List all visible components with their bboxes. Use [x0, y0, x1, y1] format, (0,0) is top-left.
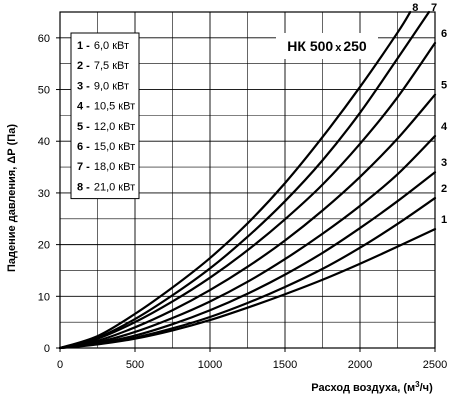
y-tick-label: 20: [38, 240, 50, 252]
chart-title: НК 500 x 250: [287, 38, 367, 54]
x-tick-label: 1000: [198, 359, 222, 371]
chart-title-part-2: x: [335, 42, 342, 54]
legend: 1 - 6,0 кВт 2 - 7,5 кВт 3 - 9,0 кВт 4 - 10,5 кВ…: [70, 32, 140, 200]
legend-entry-number: 6 -: [77, 141, 90, 153]
legend-entry-number: 3 -: [77, 80, 90, 92]
legend-entry-number: 7 -: [77, 161, 90, 173]
legend-entry-power: 7,5 кВт: [94, 60, 129, 72]
tick-labels: 0 500 1000 1500 2000 2500 0 10 20 30 40 50 60: [38, 33, 447, 371]
y-tick-label: 50: [38, 85, 50, 97]
legend-entry-3: 3 - 9,0 кВт: [77, 80, 129, 92]
x-tick-label: 2500: [423, 359, 447, 371]
curve-label-5: 5: [441, 80, 447, 92]
legend-entry-power: 15,0 кВт: [94, 141, 135, 153]
legend-entry-5: 5 - 12,0 кВт: [77, 121, 135, 133]
curve-3: [58, 171, 437, 350]
axes: [59, 11, 436, 349]
legend-entry-power: 10,5 кВт: [94, 101, 135, 113]
curve-label-8: 8: [412, 2, 418, 14]
legend-entry-power: 6,0 кВт: [94, 40, 129, 52]
chart-title-part-1: НК 500: [287, 38, 333, 54]
x-axis-label: Расход воздуха, (м3/ч): [311, 380, 433, 394]
legend-entry-number: 8 -: [77, 181, 90, 193]
curve-4: [58, 134, 437, 350]
legend-entry-number: 1 -: [77, 40, 90, 52]
legend-entry-1: 1 - 6,0 кВт: [77, 40, 129, 52]
x-tick-label: 2000: [348, 359, 372, 371]
legend-entry-number: 4 -: [77, 101, 90, 113]
legend-entry-2: 2 - 7,5 кВт: [77, 60, 129, 72]
legend-entry-4: 4 - 10,5 кВт: [77, 101, 135, 113]
y-tick-label: 30: [38, 188, 50, 200]
x-axis-label-main: Расход воздуха, (м: [311, 382, 415, 394]
legend-box: [70, 32, 140, 200]
y-tick-label: 40: [38, 136, 50, 148]
curve-5: [58, 93, 437, 350]
curve-8: [58, 10, 412, 350]
x-tick-label: 0: [57, 359, 63, 371]
curve-label-6: 6: [441, 28, 447, 40]
legend-entry-6: 6 - 15,0 кВт: [77, 141, 135, 153]
curve-label-4: 4: [441, 121, 448, 133]
y-tick-label: 60: [38, 33, 50, 45]
legend-entry-number: 2 -: [77, 60, 90, 72]
x-axis-label-tail: /ч): [420, 382, 433, 394]
curve-label-1: 1: [441, 214, 447, 226]
curve-6: [58, 41, 437, 350]
legend-entry-power: 18,0 кВт: [94, 161, 135, 173]
chart-title-box: НК 500 x 250: [276, 33, 378, 59]
curve-label-2: 2: [441, 183, 447, 195]
plot-frame: [59, 11, 436, 349]
curves: 1 2 3 4 5 6 7 8: [58, 2, 448, 350]
curve-2: [58, 196, 437, 350]
x-tick-label: 1500: [273, 359, 297, 371]
legend-entry-power: 21,0 кВт: [94, 181, 135, 193]
y-tick-label: 0: [44, 343, 50, 355]
curve-label-3: 3: [441, 157, 447, 169]
curve-7: [58, 10, 431, 350]
x-tick-label: 500: [126, 359, 144, 371]
x-axis-label-sup: 3: [415, 380, 420, 389]
y-axis-label: Падение давления, ΔР (Па): [6, 124, 18, 272]
legend-entry-7: 7 - 18,0 кВт: [77, 161, 135, 173]
legend-entry-8: 8 - 21,0 кВт: [77, 181, 135, 193]
legend-entry-number: 5 -: [77, 121, 90, 133]
chart-title-part-3: 250: [343, 38, 367, 54]
legend-entry-power: 12,0 кВт: [94, 121, 135, 133]
legend-entry-power: 9,0 кВт: [94, 80, 129, 92]
curve-label-7: 7: [431, 2, 437, 14]
y-tick-label: 10: [38, 291, 50, 303]
